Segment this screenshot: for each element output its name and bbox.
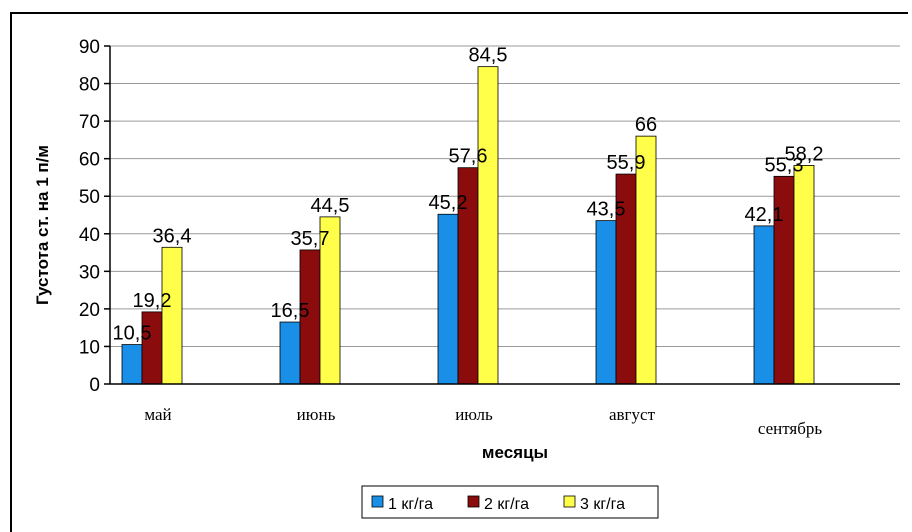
y-tick-label: 80	[79, 75, 100, 96]
bar-chart: 0 10 20 30 40 50 60 70 80 90 10,5 19,2 36,4 16,5 35,7…	[33, 37, 900, 519]
data-label: 55,3	[765, 154, 804, 176]
data-label: 19,2	[133, 290, 172, 312]
x-tick-label: май	[144, 405, 171, 424]
data-label: 42,1	[745, 204, 784, 226]
legend-box	[361, 485, 659, 519]
data-label: 16,5	[271, 300, 310, 322]
data-label: 10,5	[113, 323, 152, 345]
data-label: 35,7	[291, 228, 330, 250]
legend-label: 1 кг/га	[388, 496, 433, 513]
data-labels: 10,5 19,2 36,4 16,5 35,7 44,5 45,2 57,6 84,5 43,5…	[113, 45, 824, 345]
legend-label: 2 кг/га	[484, 496, 529, 513]
data-label: 43,5	[587, 199, 626, 221]
legend: 1 кг/га 2 кг/га 3 кг/га	[361, 485, 659, 519]
y-tick-label: 90	[79, 37, 100, 58]
bar	[279, 321, 301, 385]
bar	[595, 220, 617, 385]
bars	[121, 66, 815, 385]
bar	[753, 225, 775, 385]
chart-frame	[10, 12, 908, 532]
y-tick-label: 60	[79, 150, 100, 171]
bar	[161, 246, 183, 385]
y-tick-label: 30	[79, 262, 100, 283]
x-tick-label: август	[609, 405, 656, 424]
bar	[437, 213, 459, 385]
data-label: 36,4	[153, 225, 192, 247]
y-tick-label: 50	[79, 187, 100, 208]
legend-swatch	[371, 495, 384, 508]
y-axis-title: Густота ст. на 1 п/м	[33, 145, 52, 305]
data-label: 58,2	[785, 143, 824, 165]
data-label: 84,5	[469, 45, 508, 67]
x-tick-label: июль	[455, 405, 493, 424]
x-tick-label: сентябрь	[758, 419, 823, 438]
y-tick-label: 70	[79, 112, 100, 133]
y-tick-label: 10	[79, 337, 100, 358]
y-axis-ticks: 0 10 20 30 40 50 60 70 80 90	[79, 37, 110, 396]
data-label: 45,2	[429, 192, 468, 214]
bar	[121, 344, 143, 385]
bar	[793, 165, 815, 385]
legend-label: 3 кг/га	[580, 496, 625, 513]
x-axis-title: месяцы	[482, 443, 548, 462]
data-label: 66	[635, 114, 657, 136]
legend-swatch	[467, 495, 480, 508]
y-tick-label: 0	[89, 375, 100, 396]
x-tick-label: июнь	[297, 405, 336, 424]
data-label: 57,6	[449, 146, 488, 168]
legend-swatch	[563, 495, 576, 508]
data-label: 44,5	[311, 195, 350, 217]
data-label: 55,9	[607, 152, 646, 174]
y-tick-label: 20	[79, 300, 100, 321]
bar	[477, 66, 499, 385]
x-axis-categories: май июнь июль август сентябрь	[144, 405, 822, 438]
y-tick-label: 40	[79, 225, 100, 246]
